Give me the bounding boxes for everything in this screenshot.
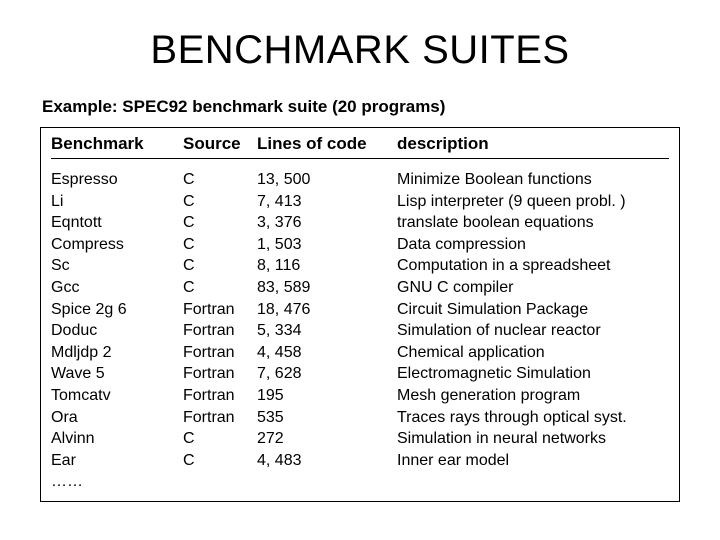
cell-benchmark: Mdljdp 2 xyxy=(51,342,183,364)
cell-loc: 18, 476 xyxy=(257,299,397,321)
example-subtitle: Example: SPEC92 benchmark suite (20 prog… xyxy=(40,97,680,117)
cell-benchmark: Tomcatv xyxy=(51,385,183,407)
table-row: CompressC1, 503Data compression xyxy=(51,234,669,256)
cell-description: Mesh generation program xyxy=(397,385,669,407)
cell-loc: 13, 500 xyxy=(257,169,397,191)
cell-loc: 83, 589 xyxy=(257,277,397,299)
col-header-description: description xyxy=(397,134,669,154)
table-row: ScC8, 116Computation in a spreadsheet xyxy=(51,255,669,277)
cell-loc: 195 xyxy=(257,385,397,407)
cell-description: Simulation of nuclear reactor xyxy=(397,320,669,342)
cell-source: Fortran xyxy=(183,407,257,429)
cell-source: C xyxy=(183,212,257,234)
cell-loc: 7, 628 xyxy=(257,363,397,385)
cell-source: C xyxy=(183,428,257,450)
table-header-row: Benchmark Source Lines of code descripti… xyxy=(51,134,669,159)
cell-description: Minimize Boolean functions xyxy=(397,169,669,191)
cell-loc: 3, 376 xyxy=(257,212,397,234)
cell-source: C xyxy=(183,234,257,256)
cell-benchmark: Eqntott xyxy=(51,212,183,234)
cell-source: Fortran xyxy=(183,363,257,385)
cell-source: C xyxy=(183,169,257,191)
cell-benchmark: Compress xyxy=(51,234,183,256)
cell-benchmark: Gcc xyxy=(51,277,183,299)
table-row: DoducFortran5, 334Simulation of nuclear … xyxy=(51,320,669,342)
cell-description: Data compression xyxy=(397,234,669,256)
cell-benchmark: Wave 5 xyxy=(51,363,183,385)
cell-benchmark: Doduc xyxy=(51,320,183,342)
cell-loc: 8, 116 xyxy=(257,255,397,277)
cell-source: C xyxy=(183,277,257,299)
cell-description: translate boolean equations xyxy=(397,212,669,234)
table-row: Wave 5Fortran7, 628Electromagnetic Simul… xyxy=(51,363,669,385)
table-row: EspressoC13, 500Minimize Boolean functio… xyxy=(51,169,669,191)
table-row: EarC4, 483Inner ear model xyxy=(51,450,669,472)
cell-loc: 4, 483 xyxy=(257,450,397,472)
table-row: Mdljdp 2Fortran4, 458Chemical applicatio… xyxy=(51,342,669,364)
table-row: GccC83, 589GNU C compiler xyxy=(51,277,669,299)
cell-source: Fortran xyxy=(183,320,257,342)
cell-loc: 535 xyxy=(257,407,397,429)
col-header-source: Source xyxy=(183,134,257,154)
cell-benchmark: Espresso xyxy=(51,169,183,191)
cell-description: Circuit Simulation Package xyxy=(397,299,669,321)
cell-loc: 272 xyxy=(257,428,397,450)
table-body: EspressoC13, 500Minimize Boolean functio… xyxy=(51,169,669,471)
cell-loc: 1, 503 xyxy=(257,234,397,256)
cell-benchmark: Spice 2g 6 xyxy=(51,299,183,321)
cell-source: C xyxy=(183,191,257,213)
table-row: OraFortran535Traces rays through optical… xyxy=(51,407,669,429)
cell-benchmark: Li xyxy=(51,191,183,213)
cell-description: Inner ear model xyxy=(397,450,669,472)
cell-source: C xyxy=(183,255,257,277)
cell-source: Fortran xyxy=(183,342,257,364)
table-row: Spice 2g 6Fortran18, 476Circuit Simulati… xyxy=(51,299,669,321)
cell-description: Computation in a spreadsheet xyxy=(397,255,669,277)
cell-source: Fortran xyxy=(183,385,257,407)
ellipsis-row: …… xyxy=(51,471,669,491)
table-row: EqntottC3, 376translate boolean equation… xyxy=(51,212,669,234)
cell-benchmark: Ora xyxy=(51,407,183,429)
table-row: LiC7, 413Lisp interpreter (9 queen probl… xyxy=(51,191,669,213)
cell-description: Traces rays through optical syst. xyxy=(397,407,669,429)
col-header-loc: Lines of code xyxy=(257,134,397,154)
cell-description: Simulation in neural networks xyxy=(397,428,669,450)
page-title: BENCHMARK SUITES xyxy=(40,28,680,73)
cell-loc: 4, 458 xyxy=(257,342,397,364)
cell-description: Chemical application xyxy=(397,342,669,364)
cell-description: GNU C compiler xyxy=(397,277,669,299)
cell-source: C xyxy=(183,450,257,472)
cell-benchmark: Sc xyxy=(51,255,183,277)
cell-benchmark: Alvinn xyxy=(51,428,183,450)
cell-description: Lisp interpreter (9 queen probl. ) xyxy=(397,191,669,213)
benchmark-table: Benchmark Source Lines of code descripti… xyxy=(40,127,680,502)
cell-loc: 7, 413 xyxy=(257,191,397,213)
cell-source: Fortran xyxy=(183,299,257,321)
cell-loc: 5, 334 xyxy=(257,320,397,342)
cell-benchmark: Ear xyxy=(51,450,183,472)
table-row: TomcatvFortran195Mesh generation program xyxy=(51,385,669,407)
table-row: AlvinnC272Simulation in neural networks xyxy=(51,428,669,450)
col-header-benchmark: Benchmark xyxy=(51,134,183,154)
cell-description: Electromagnetic Simulation xyxy=(397,363,669,385)
